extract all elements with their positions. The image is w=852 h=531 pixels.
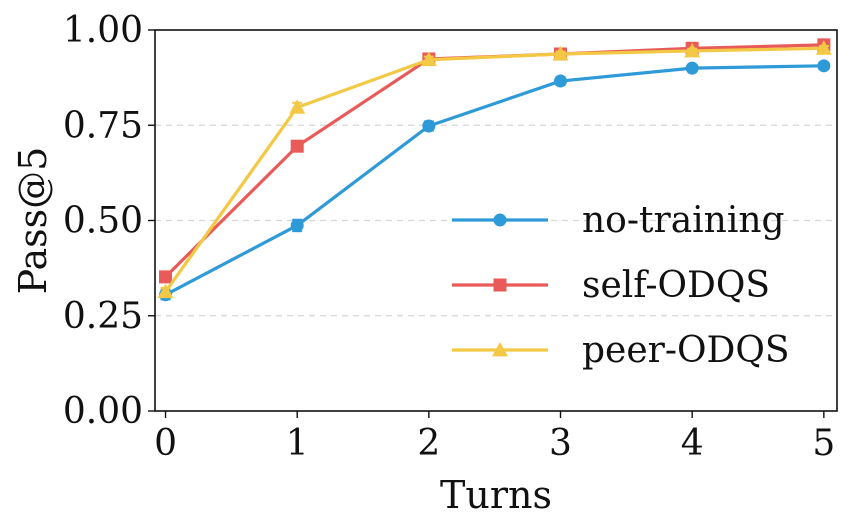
legend-marker (492, 342, 508, 357)
data-point (684, 42, 701, 58)
x-tick-label: 2 (417, 423, 440, 464)
data-point (817, 59, 831, 73)
x-tick-label: 4 (681, 423, 704, 464)
data-point (420, 51, 437, 67)
data-point (554, 74, 568, 88)
tick-layer: 0.00 0.25 0.50 0.75 1.00 0 1 2 3 4 5 (63, 10, 835, 464)
data-point (159, 270, 173, 284)
series-peer-ODQS (157, 40, 832, 299)
legend-entry-self-ODQS: self-ODQS (452, 265, 770, 306)
x-axis-title: Turns (440, 473, 552, 517)
data-point (552, 46, 569, 61)
legend-marker (493, 213, 507, 227)
series-no-training (159, 59, 831, 302)
data-point (289, 99, 306, 114)
legend-marker (493, 278, 507, 292)
y-tick-label: 0.00 (63, 391, 143, 432)
y-tick-label: 0.75 (63, 105, 143, 146)
x-tick-label: 3 (549, 423, 572, 464)
legend-entry-no-training: no-training (452, 200, 785, 241)
legend: no-training self-ODQS peer-ODQS (452, 200, 790, 371)
x-tick-label: 1 (286, 423, 309, 464)
data-point (685, 61, 699, 75)
x-tick-label: 5 (812, 423, 835, 464)
data-point (290, 218, 304, 232)
y-axis-title: Pass@5 (11, 147, 55, 295)
y-tick-label: 1.00 (63, 10, 143, 51)
x-tick-label: 0 (154, 423, 177, 464)
legend-entry-peer-ODQS: peer-ODQS (452, 330, 790, 371)
series-line (164, 64, 824, 297)
legend-label: no-training (582, 200, 785, 241)
series-line (164, 46, 824, 293)
data-point (157, 283, 174, 299)
data-point (290, 139, 304, 153)
legend-label: peer-ODQS (582, 330, 790, 371)
data-point (815, 40, 832, 55)
y-tick-label: 0.50 (63, 201, 143, 242)
series-layer (157, 38, 832, 302)
data-point (422, 119, 436, 133)
legend-label: self-ODQS (582, 265, 770, 306)
y-tick-label: 0.25 (63, 296, 143, 337)
